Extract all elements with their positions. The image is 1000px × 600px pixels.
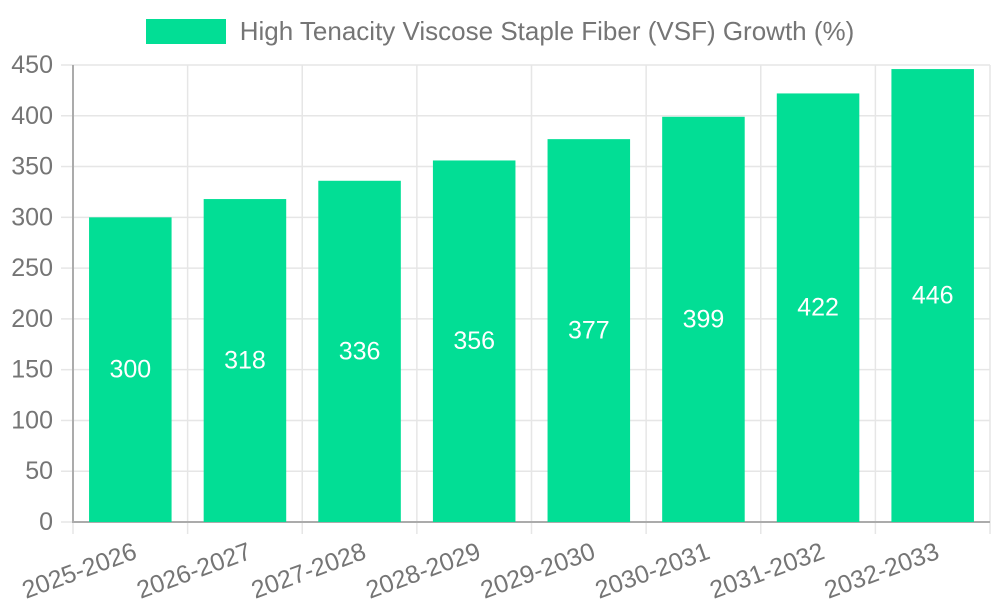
- bar-value-label: 336: [339, 337, 381, 365]
- y-tick-label: 350: [11, 153, 53, 181]
- bar-value-label: 318: [224, 347, 266, 375]
- bar-value-label: 377: [568, 317, 610, 345]
- x-tick-label: 2027-2028: [248, 537, 370, 600]
- x-tick-label: 2025-2026: [18, 537, 140, 600]
- bar-2028-2029[interactable]: [432, 160, 516, 522]
- y-tick-label: 250: [11, 254, 53, 282]
- x-tick-label: 2029-2030: [477, 537, 599, 600]
- bar-2029-2030[interactable]: [547, 139, 631, 522]
- y-tick-label: 0: [39, 508, 53, 536]
- bar-2030-2031[interactable]: [662, 116, 745, 522]
- x-tick-label: 2030-2031: [592, 537, 714, 600]
- bar-2032-2033[interactable]: [891, 69, 974, 522]
- bar-2027-2028[interactable]: [318, 180, 401, 523]
- x-tick-label: 2032-2033: [821, 537, 943, 600]
- bar-value-label: 446: [912, 282, 954, 310]
- y-tick-label: 300: [11, 203, 53, 231]
- legend-label: High Tenacity Viscose Staple Fiber (VSF)…: [239, 16, 855, 46]
- bar-value-label: 300: [109, 356, 151, 384]
- x-tick-label: 2028-2029: [362, 537, 484, 600]
- y-tick-label: 100: [11, 406, 53, 434]
- y-tick-label: 50: [25, 457, 53, 485]
- y-tick-label: 450: [11, 51, 53, 79]
- legend-item[interactable]: High Tenacity Viscose Staple Fiber (VSF)…: [0, 16, 1000, 47]
- bar-2025-2026[interactable]: [89, 217, 172, 523]
- bar-value-label: 422: [797, 294, 839, 322]
- y-tick-label: 200: [11, 305, 53, 333]
- bar-2031-2032[interactable]: [776, 93, 860, 523]
- y-tick-label: 150: [11, 356, 53, 384]
- x-tick-label: 2026-2027: [133, 537, 255, 600]
- y-tick-label: 400: [11, 102, 53, 130]
- bar-value-label: 399: [683, 305, 725, 333]
- bar-value-label: 356: [453, 327, 495, 355]
- x-tick-label: 2031-2032: [706, 537, 828, 600]
- bar-2026-2027[interactable]: [203, 199, 287, 522]
- legend-swatch: [145, 19, 226, 44]
